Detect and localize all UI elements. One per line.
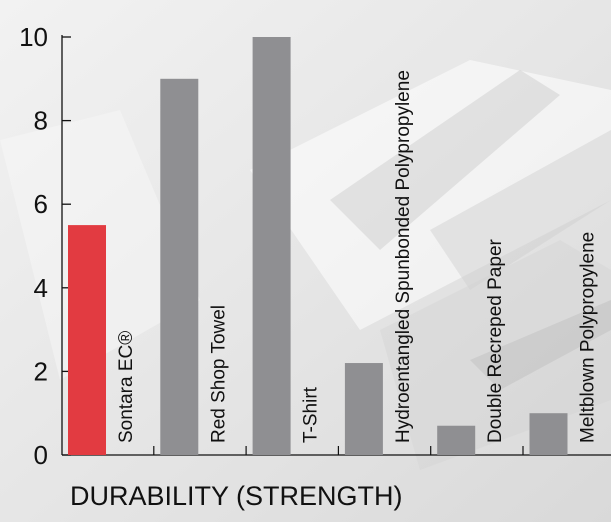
bar (68, 225, 106, 455)
bar (344, 363, 383, 455)
bar (437, 425, 476, 455)
category-labels: Sontara EC® Red Shop Towel T-Shirt Hydroent… (116, 70, 599, 443)
category-label: T-Shirt (301, 386, 322, 443)
category-label: Double Recreped Paper (485, 238, 506, 443)
y-tick-label: 4 (34, 273, 48, 303)
y-tick-label: 2 (34, 356, 48, 386)
axes: 0 2 4 6 8 10 (19, 22, 611, 470)
category-label: Hydroentangled Spunbonded Polypropylene (393, 70, 414, 443)
bars (68, 37, 568, 456)
bar (160, 78, 199, 456)
category-label: Meltblown Polypropylene (578, 232, 599, 443)
bar (529, 413, 568, 455)
y-tick-label: 6 (34, 189, 48, 219)
y-tick-label: 0 (34, 440, 48, 470)
x-axis-label: DURABILITY (STRENGTH) (70, 481, 403, 511)
y-tick-label: 8 (34, 106, 48, 136)
category-label: Sontara EC® (116, 331, 137, 443)
category-label: Red Shop Towel (208, 305, 229, 443)
bar (252, 37, 291, 455)
y-tick-label: 10 (19, 22, 48, 52)
